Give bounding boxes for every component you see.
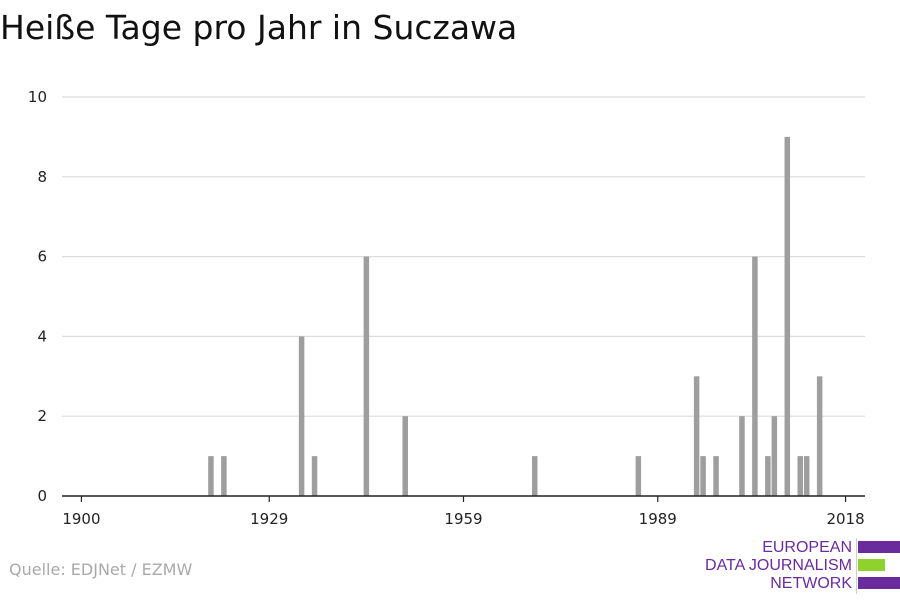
logo-bar-top xyxy=(858,541,900,553)
logo-line-2: DATA JOURNALISM xyxy=(705,557,852,574)
y-tick-label-4: 4 xyxy=(37,327,47,345)
x-tick-label-1900: 1900 xyxy=(62,510,100,528)
bar-1936 xyxy=(311,456,318,496)
x-tick-label-1959: 1959 xyxy=(444,510,482,528)
bar-1986 xyxy=(635,456,642,496)
x-tick-label-2018: 2018 xyxy=(826,510,864,528)
bar-1970 xyxy=(531,456,538,496)
y-tick-label-2: 2 xyxy=(37,407,47,425)
logo-line-3: NETWORK xyxy=(770,575,852,592)
chart-title: Heiße Tage pro Jahr in Suczawa xyxy=(0,8,518,47)
logo-bar-middle xyxy=(858,559,885,571)
x-tick-label-1929: 1929 xyxy=(250,510,288,528)
bar-2011 xyxy=(797,456,803,496)
bar-2007 xyxy=(771,416,778,496)
x-tick-label-1989: 1989 xyxy=(639,510,677,528)
bar-1934 xyxy=(298,336,305,496)
bar-2009 xyxy=(784,136,791,496)
source-note: Quelle: EDJNet / EZMW xyxy=(9,560,193,579)
logo-divider xyxy=(856,538,857,594)
bar-2004 xyxy=(752,256,758,496)
bar-1950 xyxy=(402,416,408,496)
y-tick-label-0: 0 xyxy=(37,487,47,505)
bar-2006 xyxy=(765,456,771,496)
bar-1944 xyxy=(363,256,370,496)
tick-labels: 0 2 4 6 8 10 1900 1929 1959 1989 2018 xyxy=(28,88,865,528)
y-tick-label-8: 8 xyxy=(37,168,47,186)
y-tick-label-10: 10 xyxy=(28,88,47,106)
bar-1922 xyxy=(221,456,227,496)
axes xyxy=(62,495,865,502)
bar-1995 xyxy=(693,376,700,496)
edjnet-logo[interactable]: EUROPEAN DATA JOURNALISM NETWORK xyxy=(700,538,900,594)
bar-1998 xyxy=(713,456,719,496)
bar-2014 xyxy=(816,376,823,496)
bars xyxy=(208,136,823,496)
bar-1920 xyxy=(208,456,214,496)
logo-bar-bottom xyxy=(858,577,900,589)
bar-2002 xyxy=(739,416,745,496)
y-tick-label-6: 6 xyxy=(37,248,47,266)
bar-2012 xyxy=(803,456,810,496)
gridlines xyxy=(62,96,865,417)
logo-line-1: EUROPEAN xyxy=(762,539,852,556)
bar-1996 xyxy=(700,456,706,496)
